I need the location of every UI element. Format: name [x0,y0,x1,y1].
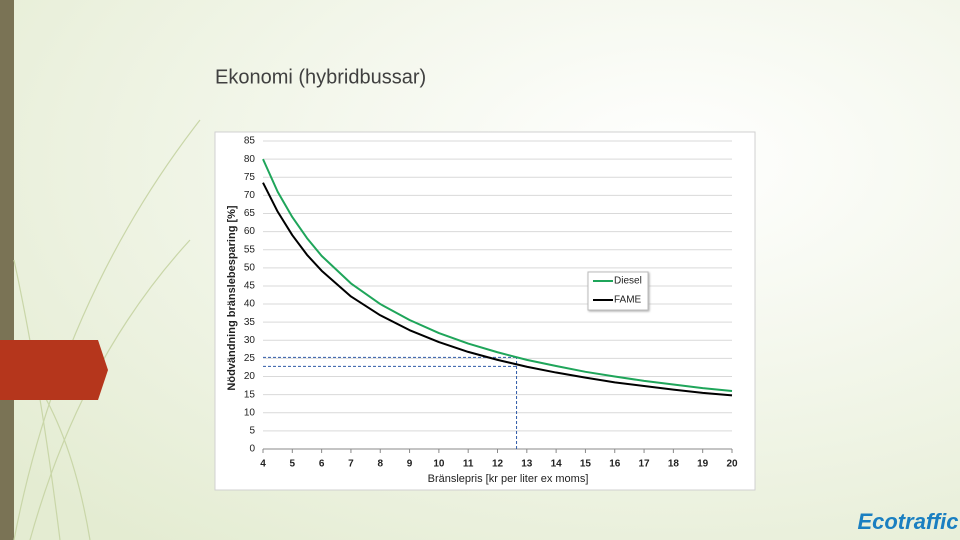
x-tick-label: 7 [348,459,354,470]
y-tick-label: 25 [244,353,256,364]
legend-label: Diesel [614,276,642,287]
y-tick-label: 70 [244,190,256,201]
x-tick-label: 9 [407,459,413,470]
y-tick-label: 50 [244,262,256,273]
y-tick-label: 35 [244,317,256,328]
x-tick-label: 18 [668,459,680,470]
logo: Ecotraffic [857,509,958,534]
y-axis-label: Nödvändning bränslebesparing [%] [226,205,238,391]
slide-title: Ekonomi (hybridbussar) [215,66,426,88]
y-tick-label: 40 [244,299,256,310]
arrow-shape [0,340,108,400]
x-tick-label: 11 [463,459,474,470]
y-tick-label: 55 [244,244,256,255]
x-tick-label: 15 [580,459,592,470]
y-tick-label: 15 [244,389,256,400]
y-tick-label: 20 [244,371,256,382]
legend-label: FAME [614,295,642,306]
x-tick-label: 16 [609,459,621,470]
x-tick-label: 4 [260,459,266,470]
y-tick-label: 0 [249,444,255,455]
x-tick-label: 13 [521,459,533,470]
x-tick-label: 8 [377,459,383,470]
side-strip [0,0,14,540]
x-tick-label: 10 [433,459,445,470]
x-tick-label: 19 [697,459,709,470]
y-tick-label: 10 [244,407,256,418]
x-tick-label: 17 [639,459,651,470]
y-tick-label: 75 [244,172,256,183]
y-tick-label: 30 [244,335,256,346]
y-tick-label: 80 [244,154,256,165]
y-tick-label: 85 [244,136,256,147]
line-series [262,158,733,393]
y-tick-label: 60 [244,226,256,237]
x-tick-label: 12 [492,459,504,470]
chart-frame [214,131,756,491]
y-tick-label: 45 [244,281,256,292]
y-tick-label: 5 [249,426,255,437]
x-axis-label: Bränslepris [kr per liter ex moms] [428,473,589,485]
x-tick-label: 20 [726,459,738,470]
x-tick-label: 14 [551,459,563,470]
y-tick-label: 65 [244,208,256,219]
x-tick-label: 5 [290,459,296,470]
line-series [262,182,733,397]
x-tick-label: 6 [319,459,325,470]
legend-box [587,271,649,311]
